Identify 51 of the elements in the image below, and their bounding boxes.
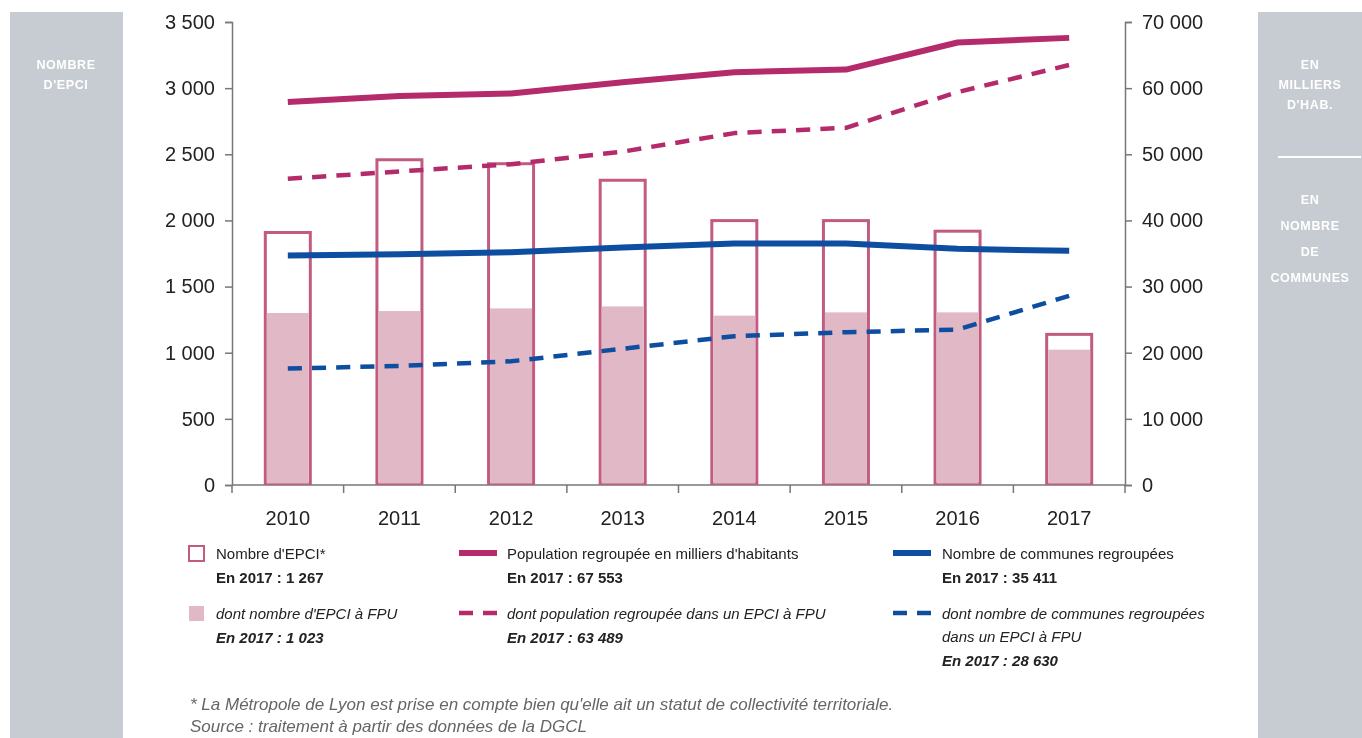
bar — [713, 315, 756, 484]
y-tick-label: 2 500 — [164, 143, 215, 166]
legend-label: Population regroupée en milliers d'habitants — [507, 545, 799, 562]
text: En 2017 : 35 411 — [942, 569, 1058, 586]
y-tick-label: 1 000 — [164, 341, 215, 364]
x-tick-label: 2011 — [377, 507, 421, 529]
x-tick-label: 2015 — [823, 507, 869, 529]
line-series — [285, 62, 1072, 182]
y2-tick-label: 10 000 — [1142, 407, 1204, 430]
bar — [378, 311, 421, 484]
x-tick-label: 2012 — [488, 507, 534, 529]
text: EN NOMBRE DE COMMUNES — [1270, 193, 1350, 285]
bar — [266, 313, 309, 484]
text: En 2017 : 1 023 — [216, 629, 325, 646]
source-note: Source : traitement à partir des données de la DGCL — [190, 717, 587, 736]
text: NOMBRE D'EPCI — [36, 58, 96, 92]
y-tick-label: 2 000 — [164, 209, 215, 232]
text: * La Métropole de Lyon est prise en compte bien qu'elle ait un statut de collectivité territoriale. — [190, 695, 894, 714]
legend-label: dont nombre de communes regroupées dans un EPCI à FPU — [942, 605, 1206, 645]
y2-tick-label: 60 000 — [1142, 77, 1204, 100]
x-tick-label: 2017 — [1046, 507, 1092, 529]
y-tick-label: 1 500 — [164, 275, 215, 298]
x-tick-label: 2016 — [935, 507, 980, 529]
y2-tick-label: 40 000 — [1142, 209, 1204, 232]
text: En 2017 : 1 267 — [216, 569, 324, 586]
x-tick-label: 2014 — [712, 507, 757, 529]
text: En 2017 : 67 553 — [507, 569, 623, 586]
x-tick-label: 2013 — [600, 507, 645, 529]
bar — [824, 312, 867, 484]
y-tick-label: 0 — [203, 473, 215, 496]
line-series — [285, 293, 1072, 371]
y2-tick-label: 70 000 — [1142, 10, 1204, 33]
y2-tick-label: 50 000 — [1142, 143, 1204, 166]
y2-tick-label: 30 000 — [1142, 275, 1204, 298]
legend-label: Nombre de communes regroupées — [942, 545, 1174, 562]
x-tick-label: 2010 — [265, 507, 311, 529]
text: En 2017 : 63 489 — [507, 629, 624, 646]
legend-label: dont population regroupée dans un EPCI à FPU — [507, 605, 826, 622]
y-tick-label: 3 000 — [164, 77, 215, 100]
bar — [936, 312, 979, 484]
text: En 2017 : 28 630 — [942, 652, 1059, 669]
bar — [490, 308, 533, 484]
y-tick-label: 3 500 — [164, 10, 215, 33]
legend-label: dont nombre d'EPCI à FPU — [216, 605, 398, 622]
y2-tick-label: 0 — [1142, 473, 1154, 496]
y-tick-label: 500 — [181, 407, 215, 430]
bar — [1048, 349, 1091, 484]
bar — [601, 306, 644, 484]
text: EN MILLIERS D'HAB. — [1278, 58, 1342, 112]
y2-tick-label: 20 000 — [1142, 341, 1204, 364]
legend-label: Nombre d'EPCI* — [216, 545, 326, 562]
